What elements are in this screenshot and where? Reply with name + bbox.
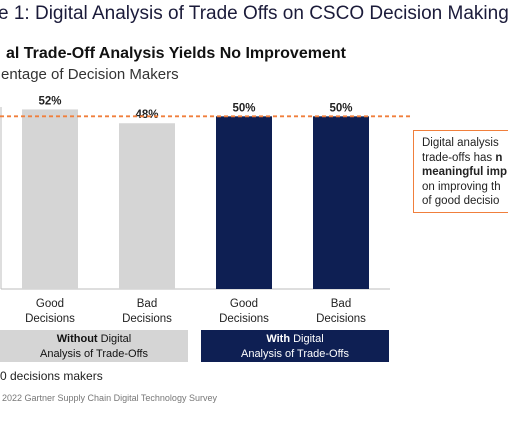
category-label-2-line-1: Bad [137,298,157,310]
chart-subtitle: entage of Decision Makers [1,66,179,83]
labels-layer: 52% Good Decisions 48% Bad Decisions 50% Good De… [25,95,366,325]
callout-line-5: of good decisio [422,195,500,207]
callout-line-2-bold: n [495,151,503,164]
sample-note: 0 decisions makers [0,369,103,383]
value-label-4: 50% [329,102,352,114]
group-label-with: With Digital Analysis of Trade-Offs [201,330,389,362]
figure-title: e 1: Digital Analysis of Trade Offs on C… [0,3,508,24]
group-without-rest: Digital [97,333,132,345]
group-with-bold: With [266,333,291,345]
category-label-3-line-2: Decisions [219,313,269,325]
callout-line-2: trade-offs has [422,151,496,164]
callout-line-1: Digital analysis [422,137,499,149]
category-label-1-line-1: Good [36,298,64,310]
category-label-2-line-2: Decisions [122,313,172,325]
group-with-rest: Digital [290,333,324,345]
group-with-line2: Analysis of Trade-Offs [240,348,349,360]
category-label-4-line-2: Decisions [316,313,366,325]
value-label-1: 52% [38,95,61,107]
bar-2 [119,123,175,290]
bars-layer [22,109,369,290]
callout-line-3: meaningful imp [422,166,507,178]
bar-1 [22,109,78,289]
value-label-2: 48% [135,109,158,121]
source-note: 2022 Gartner Supply Chain Digital Techno… [2,393,217,403]
callout-box: Digital analysis trade-offs has n meanin… [413,130,508,213]
category-label-4-line-1: Bad [331,298,351,310]
chart-title: al Trade-Off Analysis Yields No Improvem… [6,45,346,62]
group-label-without: Without Digital Analysis of Trade-Offs [0,330,188,362]
category-label-1-line-2: Decisions [25,313,75,325]
value-label-3: 50% [232,102,255,114]
bar-4 [313,116,369,289]
category-label-3-line-1: Good [230,298,258,310]
group-without-line2: Analysis of Trade-Offs [39,348,148,360]
callout-line-4: on improving th [422,180,501,193]
group-without-bold: Without [56,333,98,345]
bar-3 [216,116,272,289]
